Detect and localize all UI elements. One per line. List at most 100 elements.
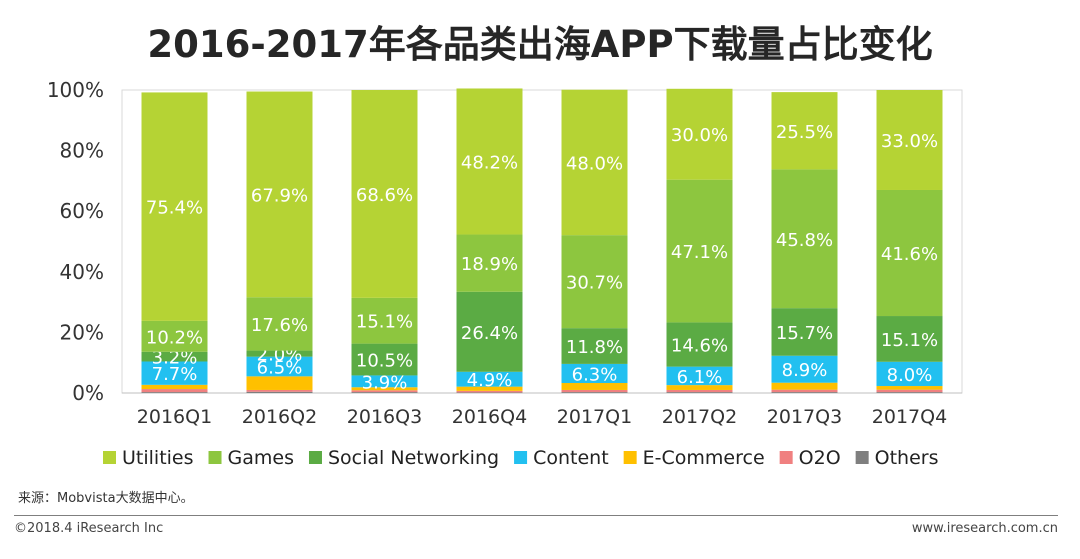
legend-swatch bbox=[103, 451, 116, 464]
bar-segment-others bbox=[141, 392, 208, 393]
bar-segment-social-networking bbox=[246, 350, 313, 357]
bar-segment-social-networking bbox=[456, 291, 523, 372]
y-tick-label: 40% bbox=[60, 260, 104, 284]
y-tick-label: 20% bbox=[60, 320, 104, 344]
bar-segment-content bbox=[771, 355, 838, 383]
data-label: 6.3% bbox=[572, 364, 618, 385]
data-label: 33.0% bbox=[881, 131, 938, 152]
legend-label: Social Networking bbox=[328, 447, 499, 469]
bar-segment-games bbox=[456, 234, 523, 292]
legend-label: E-Commerce bbox=[643, 447, 765, 469]
legend-swatch bbox=[855, 451, 869, 464]
data-label: 4.9% bbox=[467, 370, 513, 391]
data-label: 11.8% bbox=[566, 337, 623, 358]
legend-swatch bbox=[623, 451, 637, 464]
bar-segment-content bbox=[456, 371, 523, 387]
data-label: 6.5% bbox=[257, 357, 303, 378]
data-label: 3.9% bbox=[362, 372, 408, 393]
data-label: 17.6% bbox=[251, 315, 308, 336]
bar-segment-o2o bbox=[456, 390, 523, 393]
bar-segment-o2o bbox=[141, 389, 208, 393]
data-label: 25.5% bbox=[776, 122, 833, 143]
data-label: 3.2% bbox=[152, 348, 198, 369]
data-label: 75.4% bbox=[146, 198, 203, 219]
bar-segment-social-networking bbox=[351, 343, 418, 376]
data-label: 8.0% bbox=[887, 365, 933, 386]
data-label: 10.2% bbox=[146, 327, 203, 348]
bar-segment-games bbox=[876, 189, 943, 317]
legend-label: Content bbox=[533, 447, 609, 469]
x-tick-label: 2016Q1 bbox=[137, 406, 212, 428]
data-label: 48.2% bbox=[461, 153, 518, 174]
x-tick-label: 2016Q4 bbox=[452, 406, 527, 428]
bar-segment-e-commerce bbox=[666, 385, 733, 390]
bar-segment-e-commerce bbox=[351, 387, 418, 391]
legend-label: Others bbox=[875, 447, 939, 469]
data-label: 41.6% bbox=[881, 244, 938, 265]
legend-swatch bbox=[514, 451, 528, 464]
data-label: 47.1% bbox=[671, 242, 728, 263]
data-label: 68.6% bbox=[356, 185, 413, 206]
x-tick-label: 2017Q4 bbox=[872, 406, 947, 428]
bar-segment-o2o bbox=[666, 389, 733, 393]
legend-swatch bbox=[308, 451, 322, 464]
bar-segment-others bbox=[561, 392, 628, 393]
legend-swatch bbox=[208, 451, 222, 464]
bar-segment-social-networking bbox=[561, 328, 628, 364]
bar-segment-games bbox=[666, 179, 733, 323]
data-label: 10.5% bbox=[356, 351, 413, 372]
bar-segment-games bbox=[351, 297, 418, 344]
bar-segment-utilities bbox=[141, 92, 208, 321]
footer-divider bbox=[14, 515, 1058, 516]
y-tick-label: 100% bbox=[47, 78, 104, 102]
source-note: 来源：Mobvista大数据中心。 bbox=[18, 491, 194, 506]
y-tick-label: 60% bbox=[60, 199, 104, 223]
data-label: 7.7% bbox=[152, 364, 198, 385]
bar-segment-others bbox=[246, 391, 313, 393]
bar-segment-social-networking bbox=[876, 316, 943, 362]
bar-segment-e-commerce bbox=[246, 376, 313, 390]
stacked-bar-chart: 0% 20% 40% 60% 80% 100% 7.7%3.2%10.2% 75.4% 2016… bbox=[47, 78, 963, 469]
bar-segment-utilities bbox=[876, 90, 943, 190]
bar-segment-others bbox=[666, 392, 733, 393]
bar-segment-e-commerce bbox=[456, 386, 523, 391]
bar-segment-o2o bbox=[771, 389, 838, 393]
y-tick-label: 80% bbox=[60, 139, 104, 163]
data-label: 30.0% bbox=[671, 125, 728, 146]
bar-segment-utilities bbox=[561, 89, 628, 236]
x-tick-label: 2017Q2 bbox=[662, 406, 737, 428]
bar-segment-social-networking bbox=[771, 308, 838, 356]
data-label: 15.7% bbox=[776, 323, 833, 344]
bar-segment-content bbox=[666, 366, 733, 386]
data-label: 67.9% bbox=[251, 185, 308, 206]
bar-segment-others bbox=[351, 392, 418, 393]
bar-segment-e-commerce bbox=[561, 383, 628, 390]
bar-segment-content bbox=[351, 375, 418, 388]
data-label: 15.1% bbox=[881, 330, 938, 351]
bar-segment-others bbox=[771, 392, 838, 393]
bar-segment-social-networking bbox=[666, 322, 733, 367]
bar-segment-others bbox=[456, 392, 523, 393]
bar-segment-utilities bbox=[351, 90, 418, 298]
x-tick-label: 2016Q2 bbox=[242, 406, 317, 428]
legend-label: O2O bbox=[799, 447, 841, 469]
bar-segment-o2o bbox=[351, 390, 418, 393]
bar-segment-e-commerce bbox=[771, 382, 838, 390]
copyright-text: ©2018.4 iResearch Inc bbox=[14, 521, 164, 536]
chart-title: 2016-2017年各品类出海APP下载量占比变化 bbox=[147, 23, 933, 66]
data-label: 6.1% bbox=[677, 367, 723, 388]
legend-label: Games bbox=[228, 447, 294, 469]
bar-segment-utilities bbox=[666, 88, 733, 180]
bar-segment-utilities bbox=[246, 91, 313, 298]
bar-segment-others bbox=[876, 392, 943, 393]
bar-segment-o2o bbox=[246, 389, 313, 392]
bar-segment-social-networking bbox=[141, 351, 208, 362]
bar-segment-content bbox=[561, 363, 628, 384]
data-label: 18.9% bbox=[461, 254, 518, 275]
bar-segment-e-commerce bbox=[141, 384, 208, 390]
bar-segment-games bbox=[771, 169, 838, 309]
bar-segment-content bbox=[141, 361, 208, 385]
website-link[interactable]: www.iresearch.com.cn bbox=[911, 521, 1058, 536]
data-label: 15.1% bbox=[356, 312, 413, 333]
